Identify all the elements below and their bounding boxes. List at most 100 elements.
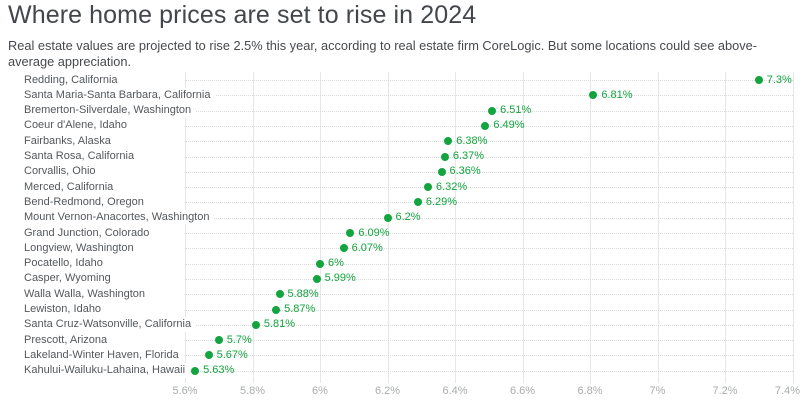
row-gridline bbox=[185, 278, 793, 280]
category-label: Pocatello, Idaho bbox=[24, 256, 108, 272]
dot-plot-chart: 5.6% 5.8% 6% 6.2% 6.4% 6.6% 6.8% 7% 7.2% 7.4% Redd… bbox=[0, 72, 800, 400]
row-gridline bbox=[185, 187, 793, 189]
data-point-value: 6% bbox=[328, 257, 344, 270]
data-point-value: 6.32% bbox=[436, 180, 468, 193]
data-point-value: 6.37% bbox=[452, 150, 485, 162]
category-label: Lakeland-Winter Haven, Florida bbox=[24, 347, 184, 363]
category-label: Casper, Wyoming bbox=[24, 271, 116, 287]
x-axis-tick-label: 7.2% bbox=[712, 385, 738, 397]
x-axis-tick-label: 6.8% bbox=[577, 385, 603, 397]
category-label: Corvallis, Ohio bbox=[24, 164, 101, 180]
x-gridline bbox=[185, 72, 186, 383]
category-label: Coeur d'Alene, Idaho bbox=[24, 118, 133, 134]
x-gridline bbox=[590, 72, 591, 383]
category-label: Fairbanks, Alaska bbox=[24, 133, 116, 149]
row-gridline bbox=[185, 80, 793, 81]
data-point-value: 5.88% bbox=[287, 287, 319, 300]
data-point-dot bbox=[488, 106, 497, 115]
data-point-dot bbox=[481, 121, 490, 130]
row-gridline bbox=[185, 355, 793, 357]
data-point-dot bbox=[312, 274, 321, 283]
data-point-dot bbox=[437, 167, 446, 176]
data-point-value: 5.7% bbox=[226, 333, 252, 346]
data-point-value: 6.29% bbox=[425, 195, 458, 208]
data-point-value: 5.99% bbox=[324, 272, 356, 285]
row-gridline bbox=[185, 324, 793, 326]
chart-title: Where home prices are set to rise in 202… bbox=[8, 1, 477, 29]
data-point-dot bbox=[214, 336, 223, 345]
category-label: Merced, California bbox=[24, 179, 119, 195]
x-gridline bbox=[522, 72, 524, 383]
data-point-dot bbox=[191, 366, 200, 375]
category-label: Santa Maria-Santa Barbara, California bbox=[24, 87, 216, 103]
chart-subtitle: Real estate values are projected to rise… bbox=[8, 38, 758, 69]
x-gridline bbox=[657, 72, 659, 383]
data-point-value: 7.3% bbox=[766, 73, 792, 86]
data-point-dot bbox=[444, 137, 453, 146]
category-label: Walla Walla, Washington bbox=[24, 286, 151, 302]
data-point-dot bbox=[251, 320, 260, 329]
category-label: Bend-Redmond, Oregon bbox=[24, 194, 149, 210]
x-gridline bbox=[725, 72, 726, 383]
data-point-value: 6.07% bbox=[351, 241, 383, 254]
data-point-value: 6.81% bbox=[601, 88, 633, 101]
category-label: Prescott, Arizona bbox=[24, 332, 113, 348]
data-point-value: 5.67% bbox=[216, 348, 248, 361]
x-axis-tick-label: 6% bbox=[312, 385, 328, 397]
x-axis-tick-label: 5.8% bbox=[239, 385, 266, 397]
row-gridline bbox=[185, 233, 793, 234]
category-label: Bremerton-Silverdale, Washington bbox=[24, 103, 197, 119]
data-point-value: 5.63% bbox=[203, 364, 235, 377]
x-gridline bbox=[320, 72, 321, 383]
row-gridline bbox=[185, 263, 793, 265]
x-gridline bbox=[252, 72, 254, 383]
data-point-dot bbox=[272, 305, 281, 314]
x-axis-tick-label: 7% bbox=[649, 385, 666, 397]
category-label: Lewiston, Idaho bbox=[24, 302, 107, 317]
data-point-value: 5.81% bbox=[263, 318, 296, 331]
data-point-dot bbox=[589, 91, 598, 100]
row-gridline bbox=[185, 141, 793, 143]
data-point-dot bbox=[339, 244, 348, 253]
data-point-value: 6.36% bbox=[449, 165, 481, 178]
data-point-dot bbox=[440, 152, 449, 161]
x-gridline bbox=[387, 72, 389, 383]
data-point-dot bbox=[383, 213, 392, 222]
row-gridline bbox=[185, 340, 793, 342]
data-point-dot bbox=[275, 290, 284, 299]
row-gridline bbox=[185, 217, 793, 219]
data-point-value: 6.09% bbox=[358, 226, 390, 239]
data-point-dot bbox=[424, 183, 432, 192]
category-label: Mount Vernon-Anacortes, Washington bbox=[24, 210, 215, 226]
data-point-dot bbox=[204, 351, 213, 360]
row-gridline bbox=[185, 202, 793, 204]
row-gridline bbox=[185, 95, 793, 97]
row-gridline bbox=[185, 171, 793, 173]
x-gridline bbox=[792, 72, 794, 383]
data-point-value: 5.87% bbox=[284, 303, 316, 315]
row-gridline bbox=[185, 248, 793, 250]
category-label: Santa Rosa, California bbox=[24, 149, 140, 164]
x-axis-tick-label: 6.6% bbox=[509, 385, 536, 397]
x-axis-tick-label: 6.2% bbox=[374, 385, 401, 397]
category-label: Redding, California bbox=[24, 72, 123, 88]
data-point-value: 6.2% bbox=[395, 211, 421, 224]
row-gridline bbox=[185, 294, 793, 296]
x-axis-tick-label: 7.4% bbox=[774, 385, 800, 397]
category-label: Kahului-Wailuku-Lahaina, Hawaii bbox=[24, 363, 191, 379]
category-label: Santa Cruz-Watsonville, California bbox=[24, 317, 197, 333]
row-gridline bbox=[185, 156, 793, 158]
data-point-dot bbox=[754, 76, 763, 84]
data-point-value: 6.38% bbox=[456, 134, 488, 147]
category-label: Longview, Washington bbox=[24, 240, 139, 256]
data-point-dot bbox=[413, 198, 422, 207]
data-point-value: 6.49% bbox=[493, 119, 525, 132]
x-axis-tick-label: 5.6% bbox=[172, 385, 198, 397]
x-axis-tick-label: 6.4% bbox=[442, 385, 468, 397]
row-gridline bbox=[185, 309, 793, 311]
category-label: Grand Junction, Colorado bbox=[24, 225, 155, 241]
data-point-dot bbox=[346, 229, 355, 237]
row-gridline bbox=[185, 370, 793, 372]
x-gridline bbox=[455, 72, 456, 383]
